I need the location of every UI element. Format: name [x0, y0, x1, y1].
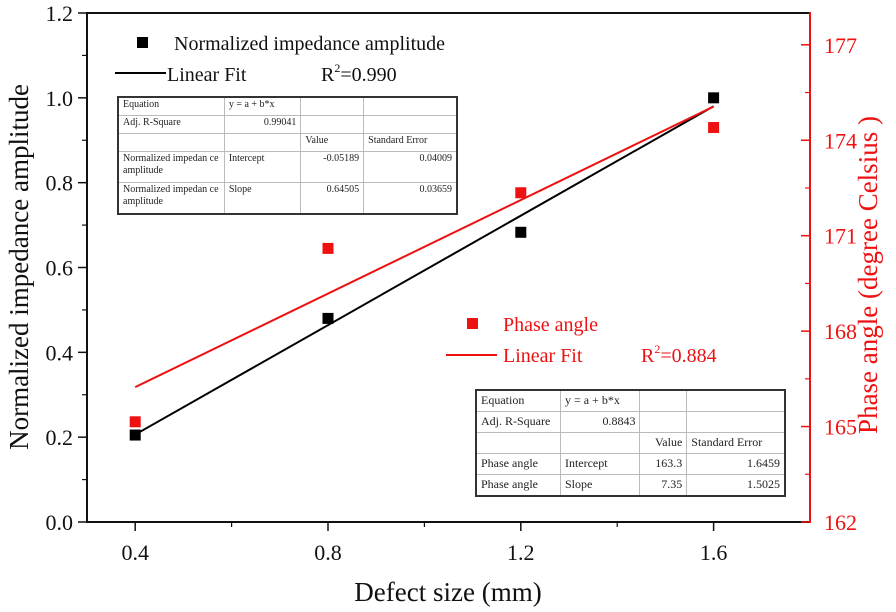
table-row: Equation y = a + b*x — [117, 96, 458, 116]
table-cell: Adj. R-Square — [117, 115, 225, 134]
table-cell: 1.6459 — [686, 453, 786, 475]
amplitude-point — [708, 92, 720, 104]
y-tick-label: 0.8 — [46, 171, 74, 196]
table-cell — [300, 96, 365, 116]
legend-amplitude-r2: R2=0.990 — [321, 61, 397, 86]
y-tick-label: 0.2 — [46, 425, 74, 450]
table-cell — [223, 133, 302, 152]
y2-tick-label: 174 — [824, 128, 857, 153]
phase-point — [129, 416, 141, 428]
table-cell: Slope — [559, 474, 641, 497]
table-row: Normalized impedan ce amplitude Slope 0.64… — [117, 182, 458, 215]
legend-phase-label: Phase angle — [503, 314, 598, 336]
y-tick-label: 0.4 — [46, 340, 74, 365]
table-cell — [475, 432, 561, 454]
table-cell: Intercept — [559, 453, 641, 475]
table-cell — [363, 115, 458, 134]
table-cell: 0.64505 — [300, 182, 365, 215]
phase-fit-table: Equation y = a + b*x Adj. R-Square 0.8843 Va… — [475, 389, 786, 497]
phase-point — [515, 187, 527, 199]
legend-phase-r2: R2=0.884 — [641, 342, 717, 367]
y-axis-label: Normalized impedance amplitude — [4, 84, 34, 450]
table-cell: Standard Error — [686, 432, 786, 454]
table-cell: 163.3 — [639, 453, 688, 475]
table-cell: y = a + b*x — [559, 389, 641, 412]
table-cell — [639, 411, 688, 433]
table-cell — [363, 96, 458, 116]
y2-tick-label: 177 — [824, 33, 857, 58]
y2-tick-label: 165 — [824, 415, 857, 440]
amplitude-fit-line — [134, 105, 715, 436]
table-row: Phase angle Intercept 163.3 1.6459 — [475, 453, 786, 475]
table-cell: 0.99041 — [223, 115, 302, 134]
amplitude-point — [322, 312, 334, 324]
table-row: Normalized impedan ce amplitude Intercept… — [117, 151, 458, 183]
phase-point — [322, 242, 334, 254]
table-cell: 0.03659 — [363, 182, 458, 215]
table-cell: Equation — [475, 389, 561, 412]
table-row: Equation y = a + b*x — [475, 389, 786, 412]
table-cell — [639, 389, 688, 412]
table-cell: Slope — [223, 182, 302, 215]
amplitude-fit-table: Equation y = a + b*x Adj. R-Square 0.99041 V… — [117, 96, 458, 215]
table-cell: 1.5025 — [686, 474, 786, 497]
table-cell: Normalized impedan ce amplitude — [117, 151, 225, 183]
legend-phase-marker — [467, 318, 478, 329]
y-tick-label: 0.0 — [46, 510, 74, 535]
legend-amplitude-fit-label: Linear Fit — [167, 64, 247, 86]
table-row: Value Standard Error — [475, 432, 786, 454]
table-cell: -0.05189 — [300, 151, 365, 183]
table-cell — [686, 389, 786, 412]
x-axis-label: Defect size (mm) — [354, 577, 541, 607]
amplitude-point — [515, 226, 527, 238]
legend-phase-fit-label: Linear Fit — [503, 345, 583, 367]
legend-amplitude-label: Normalized impedance amplitude — [174, 33, 445, 55]
y2-tick-label: 162 — [824, 510, 857, 535]
x-tick-label: 0.4 — [121, 540, 149, 565]
table-row: Adj. R-Square 0.8843 — [475, 411, 786, 433]
phase-fit-line — [134, 105, 715, 389]
legend-amplitude-marker — [137, 37, 148, 48]
table-cell — [686, 411, 786, 433]
amplitude-point — [129, 429, 141, 441]
table-cell: Standard Error — [363, 133, 458, 152]
table-cell: 7.35 — [639, 474, 688, 497]
table-cell: 0.8843 — [559, 411, 641, 433]
table-cell: Phase angle — [475, 453, 561, 475]
table-row: Value Standard Error — [117, 133, 458, 152]
x-tick-label: 0.8 — [314, 540, 342, 565]
table-cell: Value — [639, 432, 688, 454]
table-cell — [300, 115, 365, 134]
y-tick-label: 1.0 — [46, 86, 74, 111]
y2-tick-label: 168 — [824, 319, 857, 344]
y2-axis-label: Phase angle (degree Celsius ) — [853, 116, 883, 434]
table-cell — [559, 432, 641, 454]
table-cell: Value — [300, 133, 365, 152]
y2-tick-label: 171 — [824, 224, 857, 249]
table-cell — [117, 133, 225, 152]
table-row: Adj. R-Square 0.99041 — [117, 115, 458, 134]
table-cell: y = a + b*x — [223, 96, 302, 116]
table-cell: Phase angle — [475, 474, 561, 497]
table-cell: Intercept — [223, 151, 302, 183]
phase-point — [708, 122, 720, 134]
table-cell: Adj. R-Square — [475, 411, 561, 433]
x-tick-label: 1.2 — [507, 540, 535, 565]
table-cell: 0.04009 — [363, 151, 458, 183]
table-cell: Equation — [117, 96, 225, 116]
y-tick-label: 1.2 — [46, 1, 74, 26]
y-tick-label: 0.6 — [46, 256, 74, 281]
x-tick-label: 1.6 — [700, 540, 728, 565]
table-row: Phase angle Slope 7.35 1.5025 — [475, 474, 786, 497]
table-cell: Normalized impedan ce amplitude — [117, 182, 225, 215]
